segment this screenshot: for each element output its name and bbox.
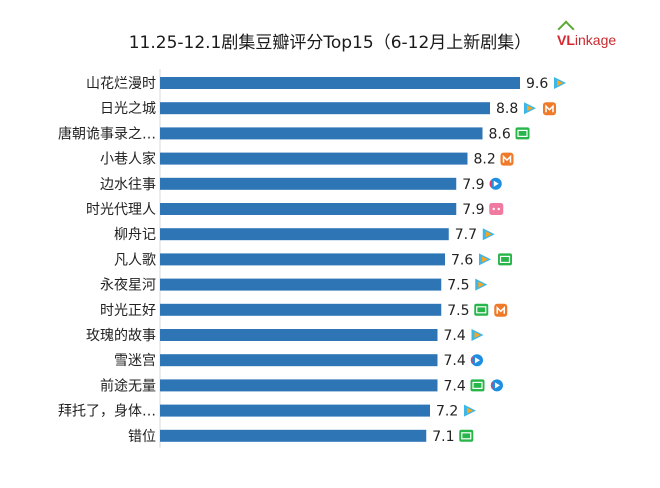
youku-icon [470, 354, 483, 367]
category-label: 凡人歌 [114, 252, 156, 268]
category-label: 错位 [128, 429, 156, 445]
iqiyi-icon [498, 253, 512, 266]
bar [160, 228, 449, 241]
value-label: 7.4 [444, 378, 466, 394]
value-label: 7.5 [447, 278, 469, 294]
category-label: 前途无量 [100, 377, 156, 394]
category-label: 时光正好 [100, 303, 156, 319]
value-label: 7.4 [444, 353, 466, 369]
logo-text-rest: inkage [574, 32, 617, 48]
bar [160, 77, 520, 89]
tencent-video-icon [475, 278, 488, 291]
mango-tv-icon [500, 152, 514, 166]
value-label: 7.6 [451, 252, 473, 268]
bar [160, 253, 445, 266]
category-label: 小巷人家 [100, 151, 156, 168]
category-label: 拜托了，身体… [58, 404, 156, 420]
bar [160, 152, 468, 165]
value-label: 7.7 [455, 227, 477, 243]
value-label: 7.9 [462, 177, 484, 193]
tencent-video-icon [554, 77, 566, 89]
bar [160, 329, 438, 341]
bar [160, 278, 442, 291]
value-label: 8.6 [489, 126, 511, 142]
youku-icon [489, 177, 502, 190]
bar [160, 177, 457, 190]
value-label: 7.5 [447, 303, 469, 319]
tencent-video-icon [482, 228, 495, 241]
mango-tv-icon [543, 102, 556, 116]
category-label: 永夜星河 [100, 278, 156, 294]
value-label: 9.6 [526, 76, 548, 92]
category-label: 雪迷宫 [114, 353, 156, 369]
tencent-video-icon [471, 329, 484, 341]
iqiyi-icon [470, 379, 485, 392]
bar [160, 127, 483, 140]
mango-tv-icon [494, 303, 508, 317]
logo-text-lead: VL [557, 32, 575, 48]
category-label: 玫瑰的故事 [86, 328, 156, 344]
bar [160, 429, 427, 442]
bar [160, 203, 457, 215]
bar [160, 354, 438, 367]
category-label: 时光代理人 [86, 202, 156, 218]
value-label: 8.2 [474, 152, 496, 168]
tencent-video-icon [464, 404, 476, 417]
value-label: 8.8 [496, 101, 518, 117]
value-label: 7.1 [432, 429, 454, 445]
bilibili-icon [489, 203, 504, 215]
iqiyi-icon [474, 303, 489, 316]
category-label: 边水往事 [100, 177, 156, 193]
vlinkage-logo: VLinkage [557, 20, 629, 52]
tencent-video-icon [479, 253, 491, 266]
chart-title: 11.25-12.1剧集豆瓣评分Top15（6-12月上新剧集） [128, 33, 532, 53]
category-label: 柳舟记 [114, 226, 156, 243]
bar [160, 379, 438, 392]
tencent-video-icon [524, 102, 536, 115]
bar [160, 303, 442, 316]
value-label: 7.4 [444, 328, 466, 344]
value-label: 7.2 [436, 404, 458, 420]
youku-icon [490, 379, 503, 392]
bar [160, 404, 430, 417]
category-label: 唐朝诡事录之… [58, 125, 156, 142]
category-label: 日光之城 [100, 101, 156, 117]
iqiyi-icon [515, 127, 530, 140]
category-label: 山花烂漫时 [86, 76, 156, 92]
iqiyi-icon [459, 429, 474, 442]
value-label: 7.9 [462, 202, 484, 218]
bar [160, 102, 490, 115]
